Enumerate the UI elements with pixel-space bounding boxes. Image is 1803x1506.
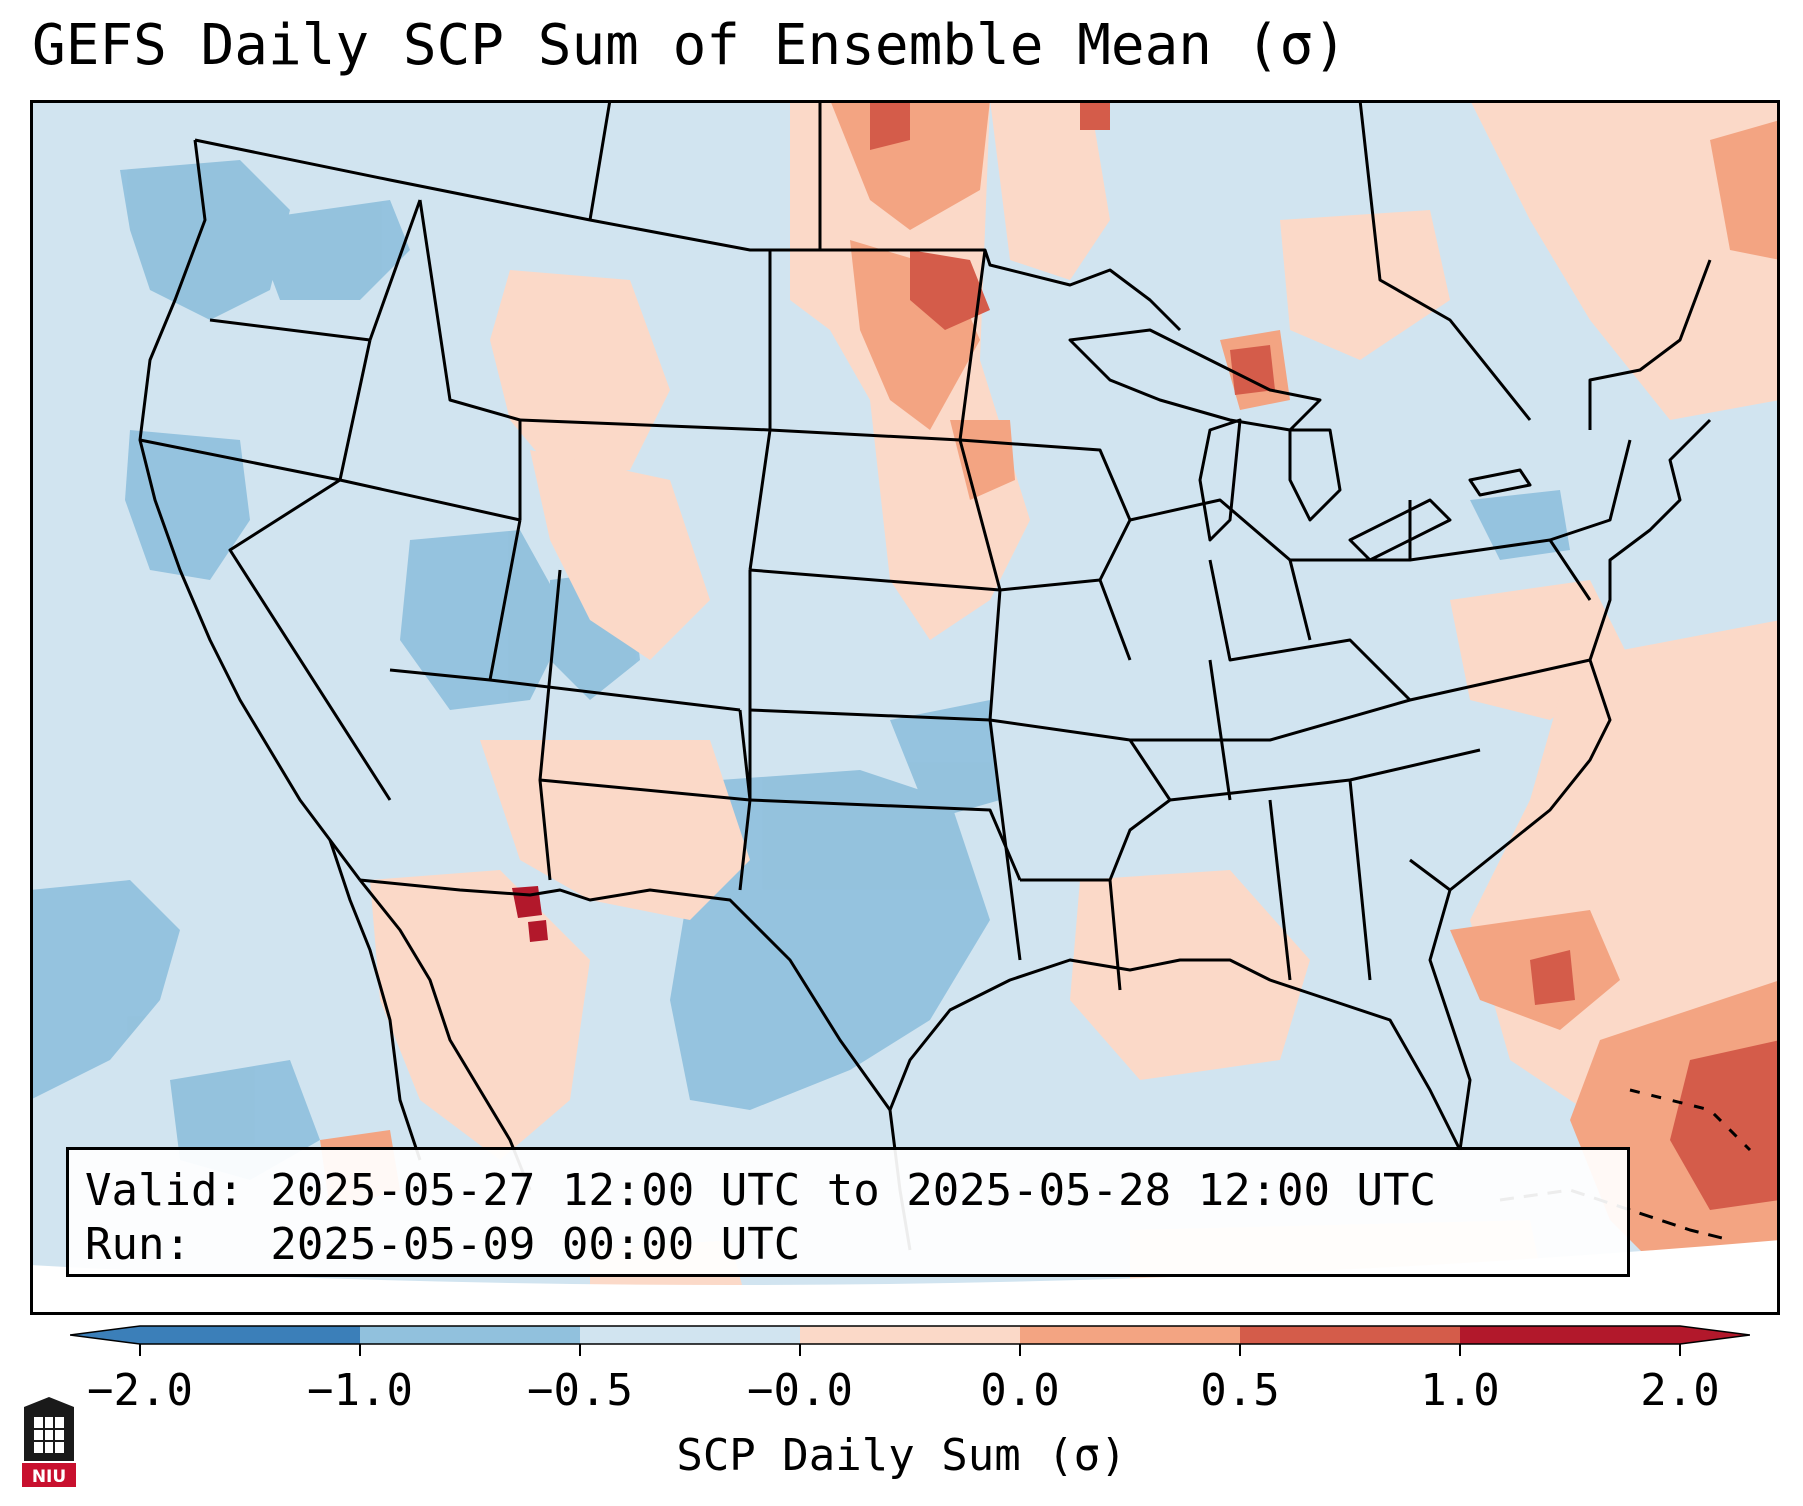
colorbar-tick-label: −2.0 bbox=[87, 1365, 193, 1416]
colorbar-segment bbox=[800, 1326, 1021, 1344]
colorbar-tick-label: −0.0 bbox=[747, 1365, 853, 1416]
negative-anomaly-regions bbox=[30, 160, 1570, 1180]
colorbar-extend-max bbox=[1680, 1326, 1750, 1344]
niu-logo: NIU bbox=[20, 1395, 78, 1494]
colorbar-extend-min bbox=[70, 1326, 140, 1344]
colorbar-tick-label: −0.5 bbox=[527, 1365, 633, 1416]
colorbar-segment bbox=[1240, 1326, 1461, 1344]
colorbar-segment bbox=[360, 1326, 581, 1344]
logo-text: NIU bbox=[32, 1467, 66, 1487]
colorbar-segment bbox=[580, 1326, 801, 1344]
colorbar-label: SCP Daily Sum (σ) bbox=[676, 1430, 1127, 1481]
colorbar-tick-label: 1.0 bbox=[1420, 1365, 1500, 1416]
colorbar-tick-label: 2.0 bbox=[1640, 1365, 1720, 1416]
valid-time-text: Valid: 2025-05-27 12:00 UTC to 2025-05-2… bbox=[85, 1165, 1437, 1216]
colorbar-tick-label: 0.0 bbox=[980, 1365, 1060, 1416]
colorbar-tick-label: 0.5 bbox=[1200, 1365, 1280, 1416]
state-boundaries bbox=[138, 100, 1752, 1251]
colorbar-segment bbox=[1020, 1326, 1241, 1344]
strong-positive-anomaly-regions bbox=[870, 100, 1780, 1210]
map-border bbox=[30, 100, 1780, 1315]
run-time-text: Run: 2025-05-09 00:00 UTC bbox=[85, 1219, 801, 1270]
validity-info-box: Valid: 2025-05-27 12:00 UTC to 2025-05-2… bbox=[66, 1147, 1630, 1277]
colorbar bbox=[69, 1318, 1751, 1362]
domain-edge-mask bbox=[30, 1240, 1780, 1315]
colorbar-tick-label: −1.0 bbox=[307, 1365, 413, 1416]
map-panel bbox=[30, 100, 1780, 1315]
page-title: GEFS Daily SCP Sum of Ensemble Mean (σ) bbox=[32, 13, 1347, 78]
colorbar-segment bbox=[140, 1326, 361, 1344]
colorbar-segment bbox=[1460, 1326, 1681, 1344]
